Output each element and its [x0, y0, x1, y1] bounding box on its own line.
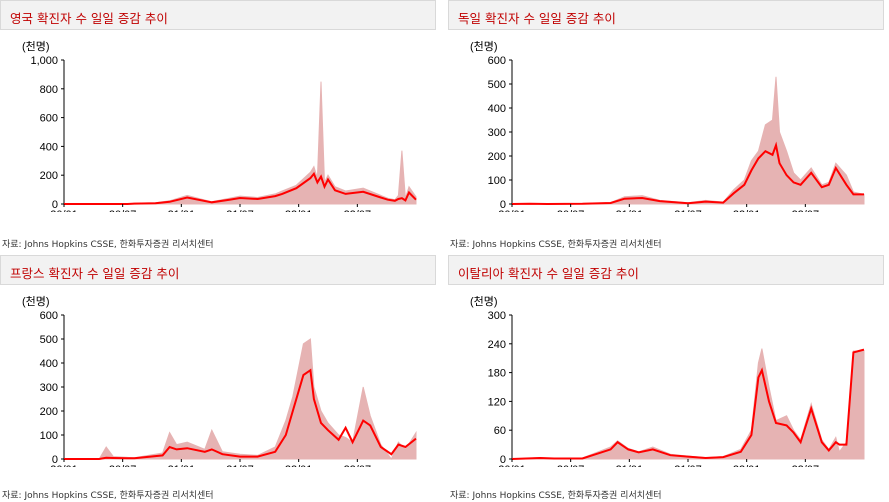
y-tick-label: 300 — [40, 382, 58, 394]
chart-title-bar: 영국 확진자 수 일일 증감 추이 — [0, 0, 436, 30]
y-tick-label: 800 — [40, 84, 58, 96]
y-tick-label: 0 — [500, 199, 506, 211]
chart-uk: (천명) 0 200 400 600 800 1,000 20/01 20/07 21/01 21/… — [22, 39, 417, 212]
y-tick-label: 500 — [488, 79, 506, 91]
series-daily-area — [511, 348, 865, 460]
source-note: 자료: Johns Hopkins CSSE, 한화투자증권 리서치센터 — [2, 491, 214, 501]
y-tick-label: 400 — [488, 103, 506, 115]
series-average-line — [511, 141, 864, 206]
x-tick-label: 20/07 — [109, 464, 137, 467]
chart-title-bar: 이탈리아 확진자 수 일일 증감 추이 — [448, 255, 884, 285]
y-axis-label: (천명) — [22, 39, 50, 53]
y-tick-label: 100 — [40, 430, 58, 442]
x-tick-label: 20/01 — [50, 209, 78, 212]
y-tick-label: 100 — [488, 175, 506, 187]
source-note: 자료: Johns Hopkins CSSE, 한화투자증권 리서치센터 — [450, 240, 662, 250]
chart-title: 이탈리아 확진자 수 일일 증감 추이 — [458, 266, 639, 281]
x-tick-label: 22/01 — [285, 209, 313, 212]
source-note: 자료: Johns Hopkins CSSE, 한화투자증권 리서치센터 — [450, 491, 662, 501]
x-tick-label: 22/01 — [285, 464, 313, 467]
y-axis-label: (천명) — [470, 39, 498, 53]
x-tick-label: 20/01 — [498, 209, 526, 212]
y-tick-label: 500 — [40, 334, 58, 346]
x-tick-label: 22/07 — [792, 209, 820, 212]
chart-title: 프랑스 확진자 수 일일 증감 추이 — [10, 266, 180, 281]
y-tick-label: 240 — [488, 339, 506, 351]
y-tick-label: 200 — [488, 151, 506, 163]
y-tick-label: 300 — [488, 310, 506, 322]
y-tick-label: 200 — [40, 406, 58, 418]
y-tick-label: 600 — [40, 310, 58, 322]
x-tick-label: 21/07 — [226, 464, 254, 467]
x-tick-label: 21/01 — [616, 464, 644, 467]
y-tick-label: 60 — [494, 425, 506, 437]
chart-germany: (천명) 0 100 200 300 400 500 600 20/01 20/07 21/01 21… — [470, 39, 865, 212]
y-tick-label: 600 — [488, 55, 506, 67]
chart-france: (천명) 0 100 200 300 400 500 600 20/01 20/07 21/01 21… — [22, 294, 417, 467]
x-tick-label: 22/07 — [792, 464, 820, 467]
y-tick-label: 200 — [40, 170, 58, 182]
x-tick-label: 21/01 — [168, 209, 196, 212]
y-tick-label: 400 — [40, 358, 58, 370]
y-tick-label: 0 — [500, 454, 506, 466]
x-tick-label: 21/07 — [674, 209, 702, 212]
chart-title-bar: 프랑스 확진자 수 일일 증감 추이 — [0, 255, 436, 285]
chart-title: 영국 확진자 수 일일 증감 추이 — [10, 11, 168, 26]
x-tick-label: 20/01 — [498, 464, 526, 467]
x-tick-label: 20/07 — [109, 209, 137, 212]
x-tick-label: 21/07 — [674, 464, 702, 467]
x-tick-label: 20/07 — [557, 464, 585, 467]
chart-title: 독일 확진자 수 일일 증감 추이 — [458, 11, 616, 26]
y-tick-label: 1,000 — [30, 55, 58, 67]
y-axis-label: (천명) — [470, 294, 498, 308]
x-tick-label: 22/07 — [344, 464, 372, 467]
y-tick-label: 180 — [488, 368, 506, 380]
y-tick-label: 300 — [488, 127, 506, 139]
x-tick-label: 20/07 — [557, 209, 585, 212]
x-tick-label: 22/07 — [344, 209, 372, 212]
y-tick-label: 0 — [52, 454, 58, 466]
y-axis-label: (천명) — [22, 294, 50, 308]
x-tick-label: 21/01 — [168, 464, 196, 467]
series-average-line — [64, 171, 417, 205]
y-tick-label: 0 — [52, 199, 58, 211]
chart-title-bar: 독일 확진자 수 일일 증감 추이 — [448, 0, 884, 30]
y-tick-label: 400 — [40, 141, 58, 153]
series-average-line — [64, 368, 417, 460]
x-tick-label: 20/01 — [50, 464, 78, 467]
source-note: 자료: Johns Hopkins CSSE, 한화투자증권 리서치센터 — [2, 240, 214, 250]
chart-italy: (천명) 0 60 120 180 240 300 20/01 20/07 21/01 21/07 2… — [470, 294, 865, 467]
series-average-line — [511, 348, 865, 460]
series-daily-area — [64, 81, 417, 205]
x-tick-label: 22/01 — [733, 464, 761, 467]
x-tick-label: 22/01 — [733, 209, 761, 212]
y-tick-label: 120 — [488, 396, 506, 408]
x-tick-label: 21/01 — [616, 209, 644, 212]
series-daily-area — [511, 76, 865, 205]
y-tick-label: 600 — [40, 113, 58, 125]
x-tick-label: 21/07 — [226, 209, 254, 212]
series-daily-area — [64, 338, 417, 461]
